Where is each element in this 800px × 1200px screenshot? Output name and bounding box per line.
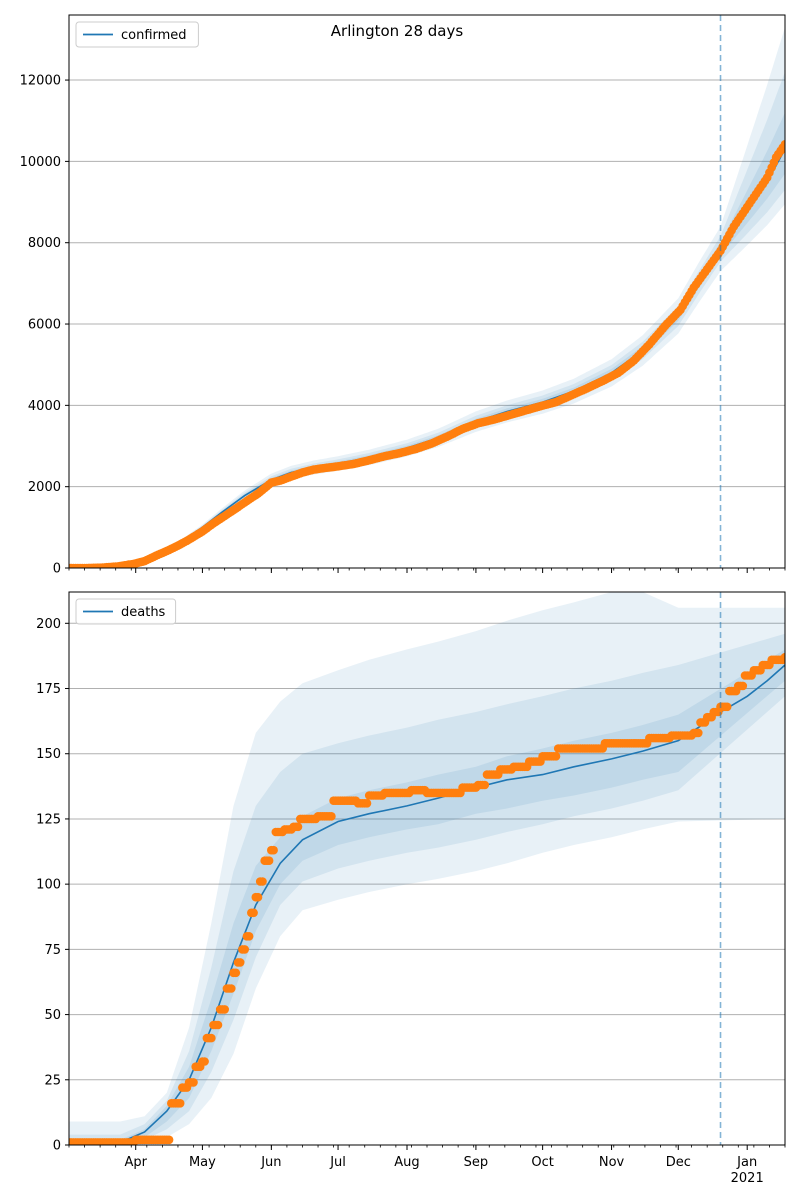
y-tick-label: 10000	[20, 155, 61, 170]
observed-point	[722, 702, 732, 712]
observed-point	[189, 1078, 198, 1087]
y-tick-label: 175	[36, 682, 61, 697]
y-tick-label: 25	[44, 1073, 61, 1088]
plot-area	[69, 592, 785, 1145]
y-tick-label: 200	[36, 617, 61, 632]
observed-point	[240, 945, 249, 954]
y-tick-label: 125	[36, 812, 61, 827]
confirmed-panel: 0 2000 4000 6000 8000 10000 12000 confirmed	[20, 14, 786, 577]
observed-point	[200, 1057, 209, 1066]
x-tick-label: Oct	[531, 1155, 553, 1170]
x-tick-label: 2021	[731, 1171, 764, 1186]
x-tick-label: Jan	[736, 1155, 757, 1170]
y-tick-label: 150	[36, 747, 61, 762]
y-tick-label: 2000	[28, 480, 61, 495]
observed-point	[175, 1099, 185, 1108]
confirmed-line	[69, 148, 785, 568]
observed-point	[551, 752, 561, 761]
observed-point	[207, 1033, 216, 1043]
legend-frame	[75, 598, 177, 625]
y-tick-label: 8000	[28, 236, 61, 251]
observed-point	[253, 892, 263, 902]
axes-frame	[68, 14, 786, 569]
y-tick-label: 0	[53, 1139, 61, 1154]
legend-label: deaths	[121, 605, 166, 620]
y-tick-label: 75	[44, 943, 61, 958]
chart-title: Arlington 28 days	[331, 22, 464, 40]
observed-point	[258, 877, 267, 886]
y-tick-label: 6000	[28, 318, 61, 333]
y-tick-label: 4000	[28, 399, 61, 414]
x-tick-label: Jun	[260, 1155, 281, 1170]
observed-point	[227, 984, 236, 993]
uncertainty-band-2	[69, 633, 785, 1145]
observed-point	[213, 1020, 223, 1030]
legend: confirmed	[75, 21, 199, 48]
observed-point	[249, 908, 258, 918]
x-tick-label: Sep	[464, 1155, 489, 1170]
observed-point	[231, 968, 241, 978]
x-tick-label: Dec	[666, 1155, 691, 1170]
observed-point	[220, 1005, 229, 1014]
observed-point	[235, 958, 245, 967]
observed-point	[327, 812, 336, 821]
x-tick-label: Jul	[329, 1155, 346, 1170]
observed-point	[244, 932, 254, 941]
x-tick-label: Nov	[599, 1155, 625, 1170]
legend-frame	[75, 21, 199, 48]
observed-point	[780, 652, 785, 662]
y-tick-label: 0	[53, 562, 61, 577]
observed-point	[780, 140, 785, 149]
x-tick-label: Apr	[124, 1155, 147, 1170]
uncertainty-band-1	[69, 592, 785, 1145]
legend: deaths	[75, 598, 177, 625]
observed-point	[694, 728, 703, 738]
deaths-panel: 0 25 50 75 100 125 150 175 200 Apr May Jun Jul Aug Sep…	[36, 591, 786, 1186]
y-tick-label: 50	[44, 1008, 61, 1023]
uncertainty-band-3	[69, 649, 785, 1145]
y-tick-label: 100	[36, 878, 61, 893]
legend-label: confirmed	[121, 28, 187, 43]
observed-point	[362, 799, 372, 808]
uncertainty-band-3	[69, 112, 785, 568]
x-tick-label: Aug	[394, 1155, 419, 1170]
observed-point	[480, 780, 490, 790]
observed-point	[738, 681, 748, 691]
observed-point	[164, 1135, 174, 1145]
x-tick-label: May	[189, 1155, 216, 1170]
observed-point	[293, 822, 303, 832]
plot-area	[69, 27, 785, 568]
observed-point	[269, 845, 278, 855]
observed-point	[264, 856, 274, 865]
y-tick-label: 12000	[20, 74, 61, 89]
